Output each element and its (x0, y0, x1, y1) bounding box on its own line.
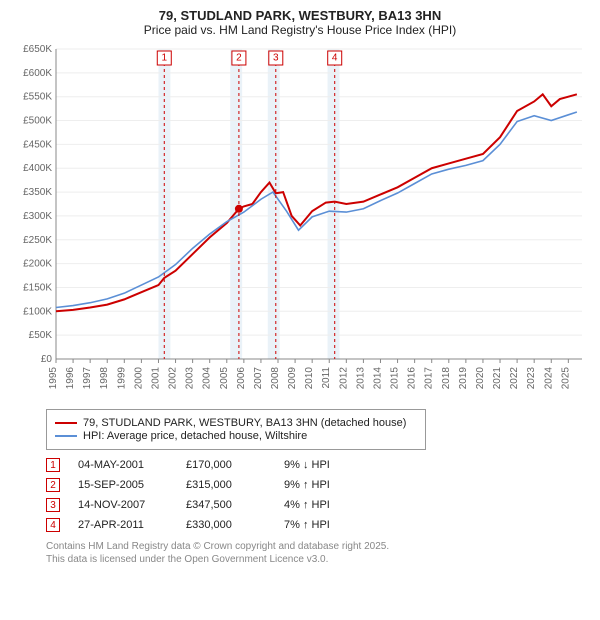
legend-swatch (55, 435, 77, 437)
svg-text:2017: 2017 (424, 367, 435, 390)
svg-text:2022: 2022 (509, 367, 520, 390)
svg-text:£100K: £100K (23, 306, 52, 317)
price-chart: £0 £50K £100K £150K £200K £250K £300K £350K £400… (10, 43, 590, 403)
transaction-marker: 2 (46, 478, 60, 492)
svg-text:£450K: £450K (23, 139, 52, 150)
svg-text:2013: 2013 (355, 367, 366, 390)
svg-text:£600K: £600K (23, 68, 52, 79)
svg-text:1: 1 (161, 53, 167, 64)
svg-text:£300K: £300K (23, 211, 52, 222)
footer-line-1: Contains HM Land Registry data © Crown c… (46, 540, 590, 553)
svg-text:1996: 1996 (65, 367, 76, 390)
svg-text:2006: 2006 (236, 367, 247, 390)
legend-item: 79, STUDLAND PARK, WESTBURY, BA13 3HN (d… (55, 417, 417, 429)
svg-text:£400K: £400K (23, 163, 52, 174)
legend: 79, STUDLAND PARK, WESTBURY, BA13 3HN (d… (46, 409, 426, 450)
svg-text:2015: 2015 (390, 367, 401, 390)
svg-text:2011: 2011 (321, 367, 332, 389)
transaction-date: 27-APR-2011 (78, 519, 168, 531)
transaction-date: 14-NOV-2007 (78, 499, 168, 511)
transaction-pct: 9% ↑ HPI (284, 479, 374, 491)
svg-text:2016: 2016 (407, 367, 418, 390)
svg-text:2019: 2019 (458, 367, 469, 390)
svg-text:2002: 2002 (168, 367, 179, 390)
legend-label: HPI: Average price, detached house, Wilt… (83, 430, 307, 442)
svg-text:£0: £0 (41, 354, 53, 365)
transaction-pct: 4% ↑ HPI (284, 499, 374, 511)
transaction-date: 15-SEP-2005 (78, 479, 168, 491)
svg-text:2003: 2003 (185, 367, 196, 390)
transaction-marker: 3 (46, 498, 60, 512)
svg-text:1997: 1997 (82, 367, 93, 390)
transaction-marker: 4 (46, 518, 60, 532)
svg-text:2009: 2009 (287, 367, 298, 390)
svg-text:2024: 2024 (543, 367, 554, 390)
footer-line-2: This data is licensed under the Open Gov… (46, 553, 590, 566)
legend-item: HPI: Average price, detached house, Wilt… (55, 430, 417, 442)
transaction-marker: 1 (46, 458, 60, 472)
svg-text:1999: 1999 (116, 367, 127, 390)
legend-swatch (55, 422, 77, 424)
transaction-price: £347,500 (186, 499, 266, 511)
transaction-date: 04-MAY-2001 (78, 459, 168, 471)
svg-text:£50K: £50K (29, 330, 53, 341)
svg-text:3: 3 (273, 53, 279, 64)
transaction-row: 4 27-APR-2011 £330,000 7% ↑ HPI (46, 518, 590, 532)
svg-text:2008: 2008 (270, 367, 281, 390)
svg-text:2012: 2012 (338, 367, 349, 390)
svg-text:1998: 1998 (99, 367, 110, 390)
svg-text:£200K: £200K (23, 259, 52, 270)
svg-text:2023: 2023 (526, 367, 537, 390)
svg-text:£650K: £650K (23, 44, 52, 55)
page-subtitle: Price paid vs. HM Land Registry's House … (10, 23, 590, 37)
transaction-row: 3 14-NOV-2007 £347,500 4% ↑ HPI (46, 498, 590, 512)
transaction-row: 2 15-SEP-2005 £315,000 9% ↑ HPI (46, 478, 590, 492)
svg-text:£500K: £500K (23, 116, 52, 127)
transaction-row: 1 04-MAY-2001 £170,000 9% ↓ HPI (46, 458, 590, 472)
svg-text:2020: 2020 (475, 367, 486, 390)
svg-text:£250K: £250K (23, 235, 52, 246)
svg-text:4: 4 (332, 53, 338, 64)
svg-text:2007: 2007 (253, 367, 264, 390)
svg-text:2014: 2014 (372, 367, 383, 390)
svg-text:2001: 2001 (150, 367, 161, 390)
transaction-price: £330,000 (186, 519, 266, 531)
footer-attribution: Contains HM Land Registry data © Crown c… (46, 540, 590, 566)
svg-text:2025: 2025 (560, 367, 571, 390)
svg-text:£550K: £550K (23, 92, 52, 103)
svg-text:2018: 2018 (441, 367, 452, 390)
legend-label: 79, STUDLAND PARK, WESTBURY, BA13 3HN (d… (83, 417, 406, 429)
svg-text:2005: 2005 (219, 367, 230, 390)
svg-text:1995: 1995 (48, 367, 59, 390)
transaction-price: £315,000 (186, 479, 266, 491)
transaction-pct: 9% ↓ HPI (284, 459, 374, 471)
svg-text:£150K: £150K (23, 282, 52, 293)
svg-text:2021: 2021 (492, 367, 503, 390)
transactions-table: 1 04-MAY-2001 £170,000 9% ↓ HPI 2 15-SEP-2005… (46, 458, 590, 532)
transaction-pct: 7% ↑ HPI (284, 519, 374, 531)
svg-text:£350K: £350K (23, 187, 52, 198)
page-title: 79, STUDLAND PARK, WESTBURY, BA13 3HN (10, 8, 590, 23)
svg-text:2010: 2010 (304, 367, 315, 390)
svg-text:2000: 2000 (133, 367, 144, 390)
chart-svg: £0 £50K £100K £150K £200K £250K £300K £350K £400… (10, 43, 590, 403)
svg-text:2: 2 (236, 53, 242, 64)
transaction-price: £170,000 (186, 459, 266, 471)
svg-text:2004: 2004 (202, 367, 213, 390)
